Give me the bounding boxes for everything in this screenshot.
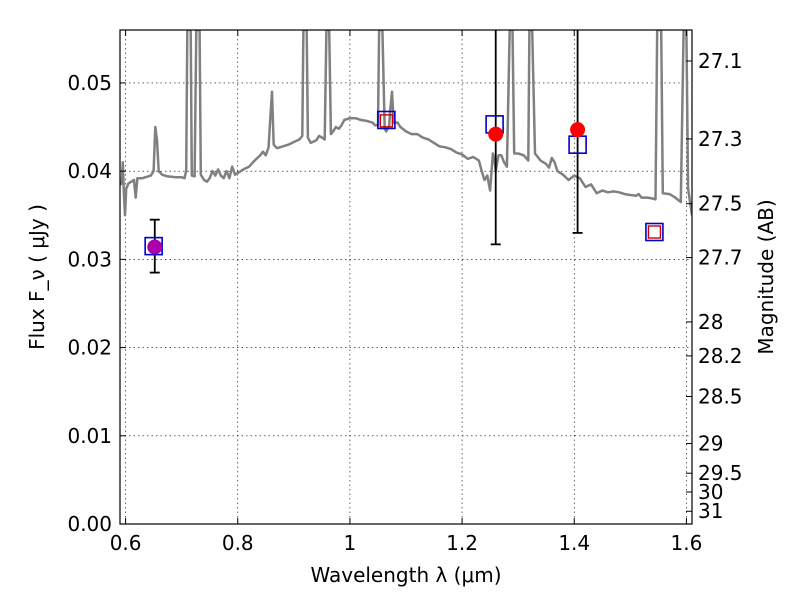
x-tick-label: 0.6: [110, 531, 142, 555]
magnitude-tick-label: 27.1: [698, 49, 743, 73]
spectrum-line: [120, 30, 692, 217]
magnitude-axis-title: Magnitude (AB): [754, 199, 778, 354]
error-bars: [149, 30, 583, 274]
magnitude-tick-label: 30: [698, 480, 723, 504]
magnitude-tick-label: 27.3: [698, 127, 743, 151]
x-tick-label: 1.2: [446, 531, 478, 555]
y-tick-label: 0.02: [67, 336, 112, 360]
model-band-flux-marker: [645, 222, 664, 242]
model-spectrum: [120, 30, 692, 217]
magnitude-tick-label: 28: [698, 310, 723, 334]
y-axis-ticks: 0.00 0.01 0.02 0.03 0.04 0.05: [67, 71, 126, 536]
y-tick-label: 0.00: [67, 512, 112, 536]
magnitude-tick-label: 27.5: [698, 192, 743, 216]
x-tick-label: 1: [344, 531, 357, 555]
y-axis-title: Flux F_ν ( μJy ): [25, 204, 49, 350]
band-flux-marker-small: [379, 114, 394, 128]
observed-flux-marker: [147, 239, 163, 255]
x-tick-label: 1.4: [558, 531, 590, 555]
photometry-points: [144, 110, 664, 256]
y-tick-label: 0.01: [67, 424, 112, 448]
magnitude-tick-label: 29: [698, 432, 723, 456]
band-flux-marker-small: [647, 225, 662, 239]
y-tick-label: 0.03: [67, 247, 112, 271]
grid-lines: [120, 30, 692, 525]
y-tick-label: 0.04: [67, 159, 112, 183]
x-axis-title: Wavelength λ (μm): [310, 563, 501, 587]
magnitude-tick-label: 28.2: [698, 344, 743, 368]
x-tick-label: 0.8: [222, 531, 254, 555]
model-band-flux-marker: [377, 110, 396, 130]
observed-flux-marker: [570, 122, 586, 138]
plot-frame: [119, 29, 693, 525]
magnitude-tick-label: 31: [698, 499, 723, 523]
observed-flux-marker: [488, 126, 504, 142]
magnitude-tick-label: 28.5: [698, 384, 743, 408]
magnitude-tick-label: 27.7: [698, 246, 743, 270]
y-axis-title-text: Flux F_ν ( μJy ): [25, 204, 49, 350]
x-tick-label: 1.6: [670, 531, 702, 555]
y-tick-label: 0.05: [67, 71, 112, 95]
magnitude-tick-label: 29.5: [698, 461, 743, 485]
x-axis-ticks: 0.6 0.8 1 1.2 1.4 1.6: [110, 30, 702, 555]
